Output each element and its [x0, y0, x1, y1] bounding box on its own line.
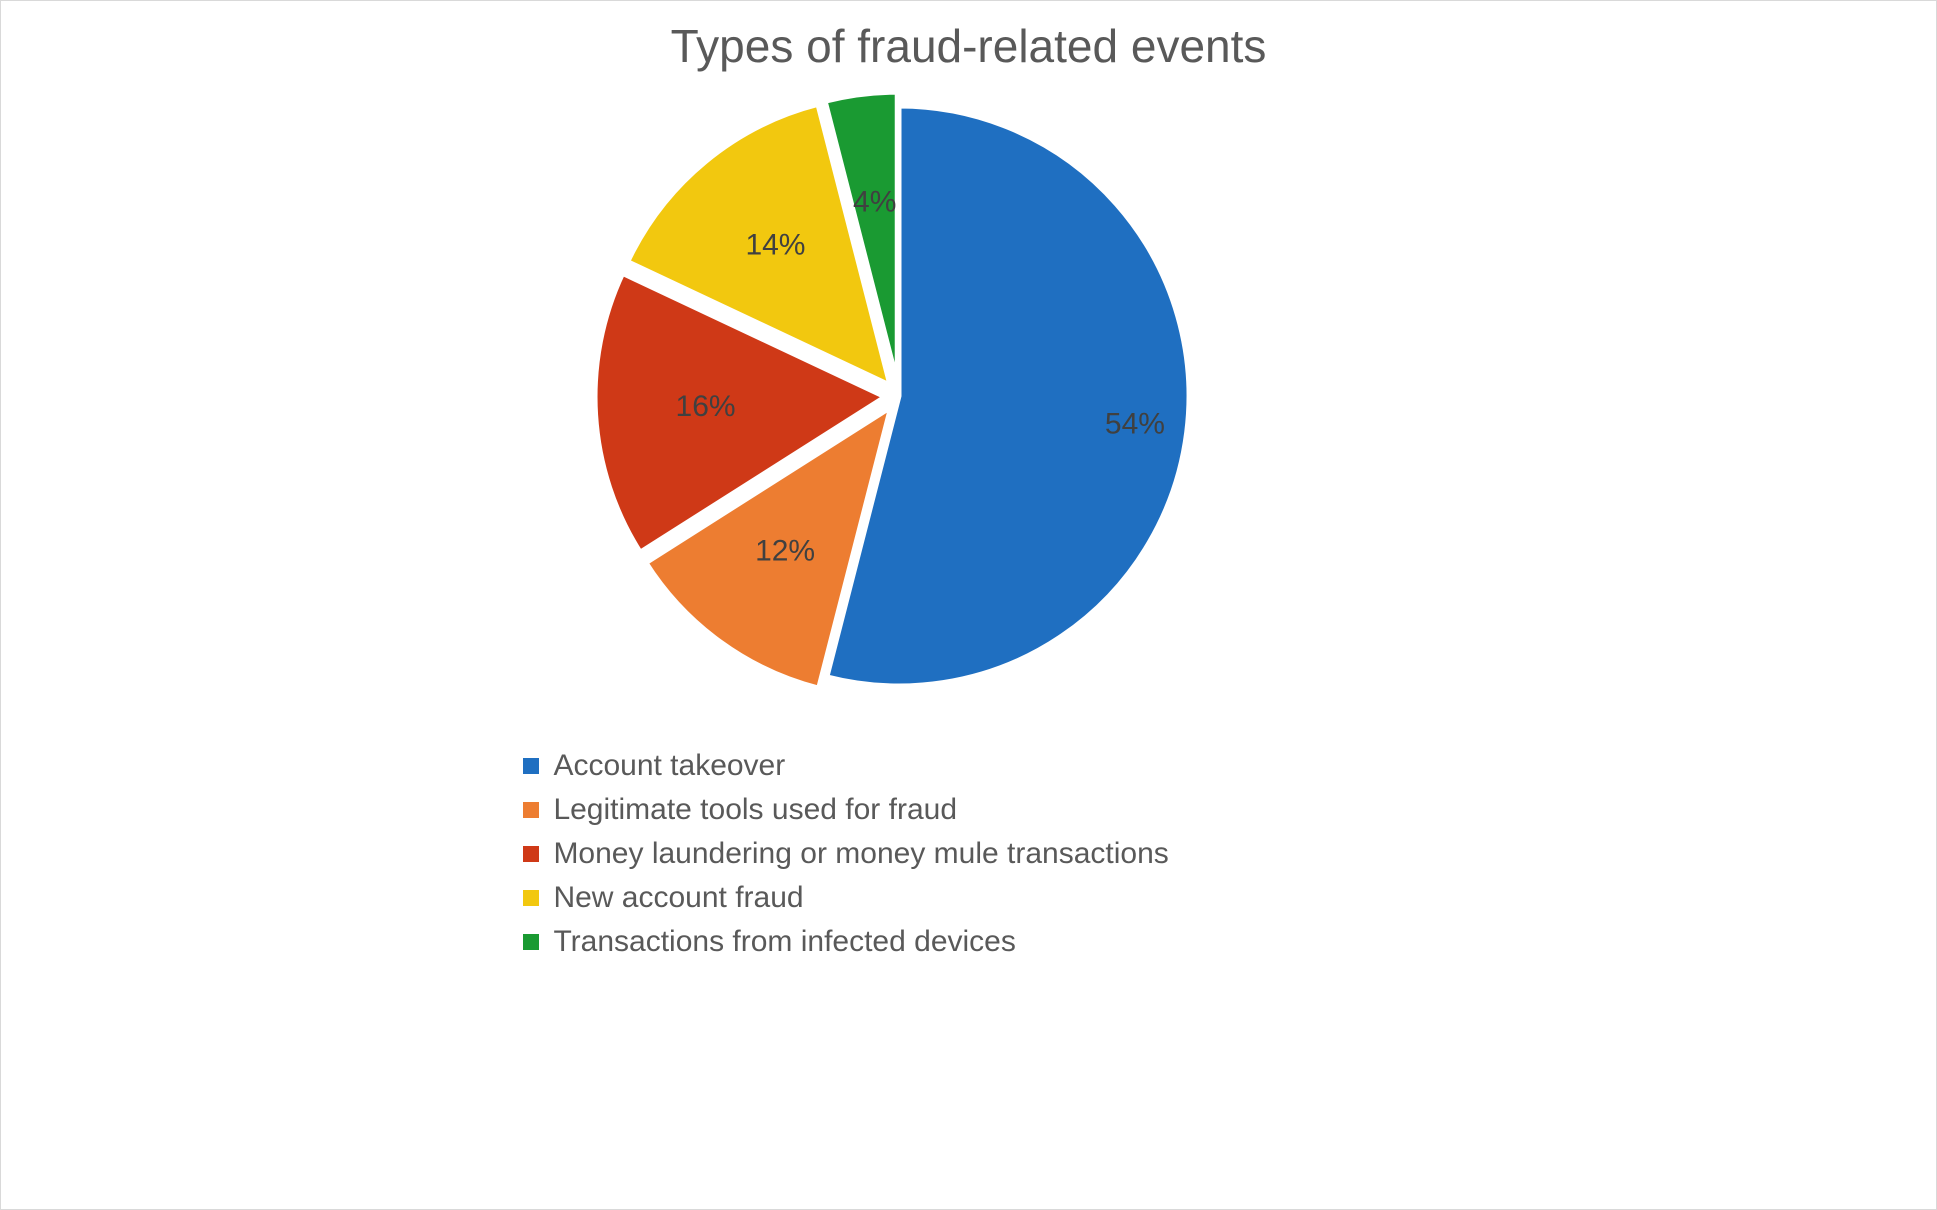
chart-title: Types of fraud-related events [671, 19, 1267, 73]
legend-marker [523, 890, 539, 906]
legend-marker [523, 758, 539, 774]
legend-item: Money laundering or money mule transacti… [523, 837, 1168, 871]
chart-legend: Account takeover Legitimate tools used fo… [523, 749, 1168, 969]
legend-label: Account takeover [553, 749, 785, 783]
legend-label: New account fraud [553, 881, 803, 915]
legend-marker [523, 846, 539, 862]
legend-marker [523, 934, 539, 950]
legend-item: Account takeover [523, 749, 1168, 783]
legend-item: Transactions from infected devices [523, 925, 1168, 959]
pie-slice-label: 16% [675, 390, 735, 423]
legend-item: Legitimate tools used for fraud [523, 793, 1168, 827]
pie-slice-label: 54% [1104, 408, 1164, 441]
legend-label: Transactions from infected devices [553, 925, 1015, 959]
pie-slice-label: 4% [853, 186, 896, 219]
legend-marker [523, 802, 539, 818]
pie-chart: 54%12%16%14%4% [726, 83, 1212, 709]
pie-svg: 54% 12% 16% 14% 4% [586, 83, 1212, 709]
pie-slice-label: 12% [755, 535, 815, 568]
chart-container: Types of fraud-related events 54% 12% 16% 1… [0, 0, 1937, 1210]
legend-label: Legitimate tools used for fraud [553, 793, 957, 827]
legend-label: Money laundering or money mule transacti… [553, 837, 1168, 871]
legend-item: New account fraud [523, 881, 1168, 915]
pie-slice-label: 14% [745, 229, 805, 262]
